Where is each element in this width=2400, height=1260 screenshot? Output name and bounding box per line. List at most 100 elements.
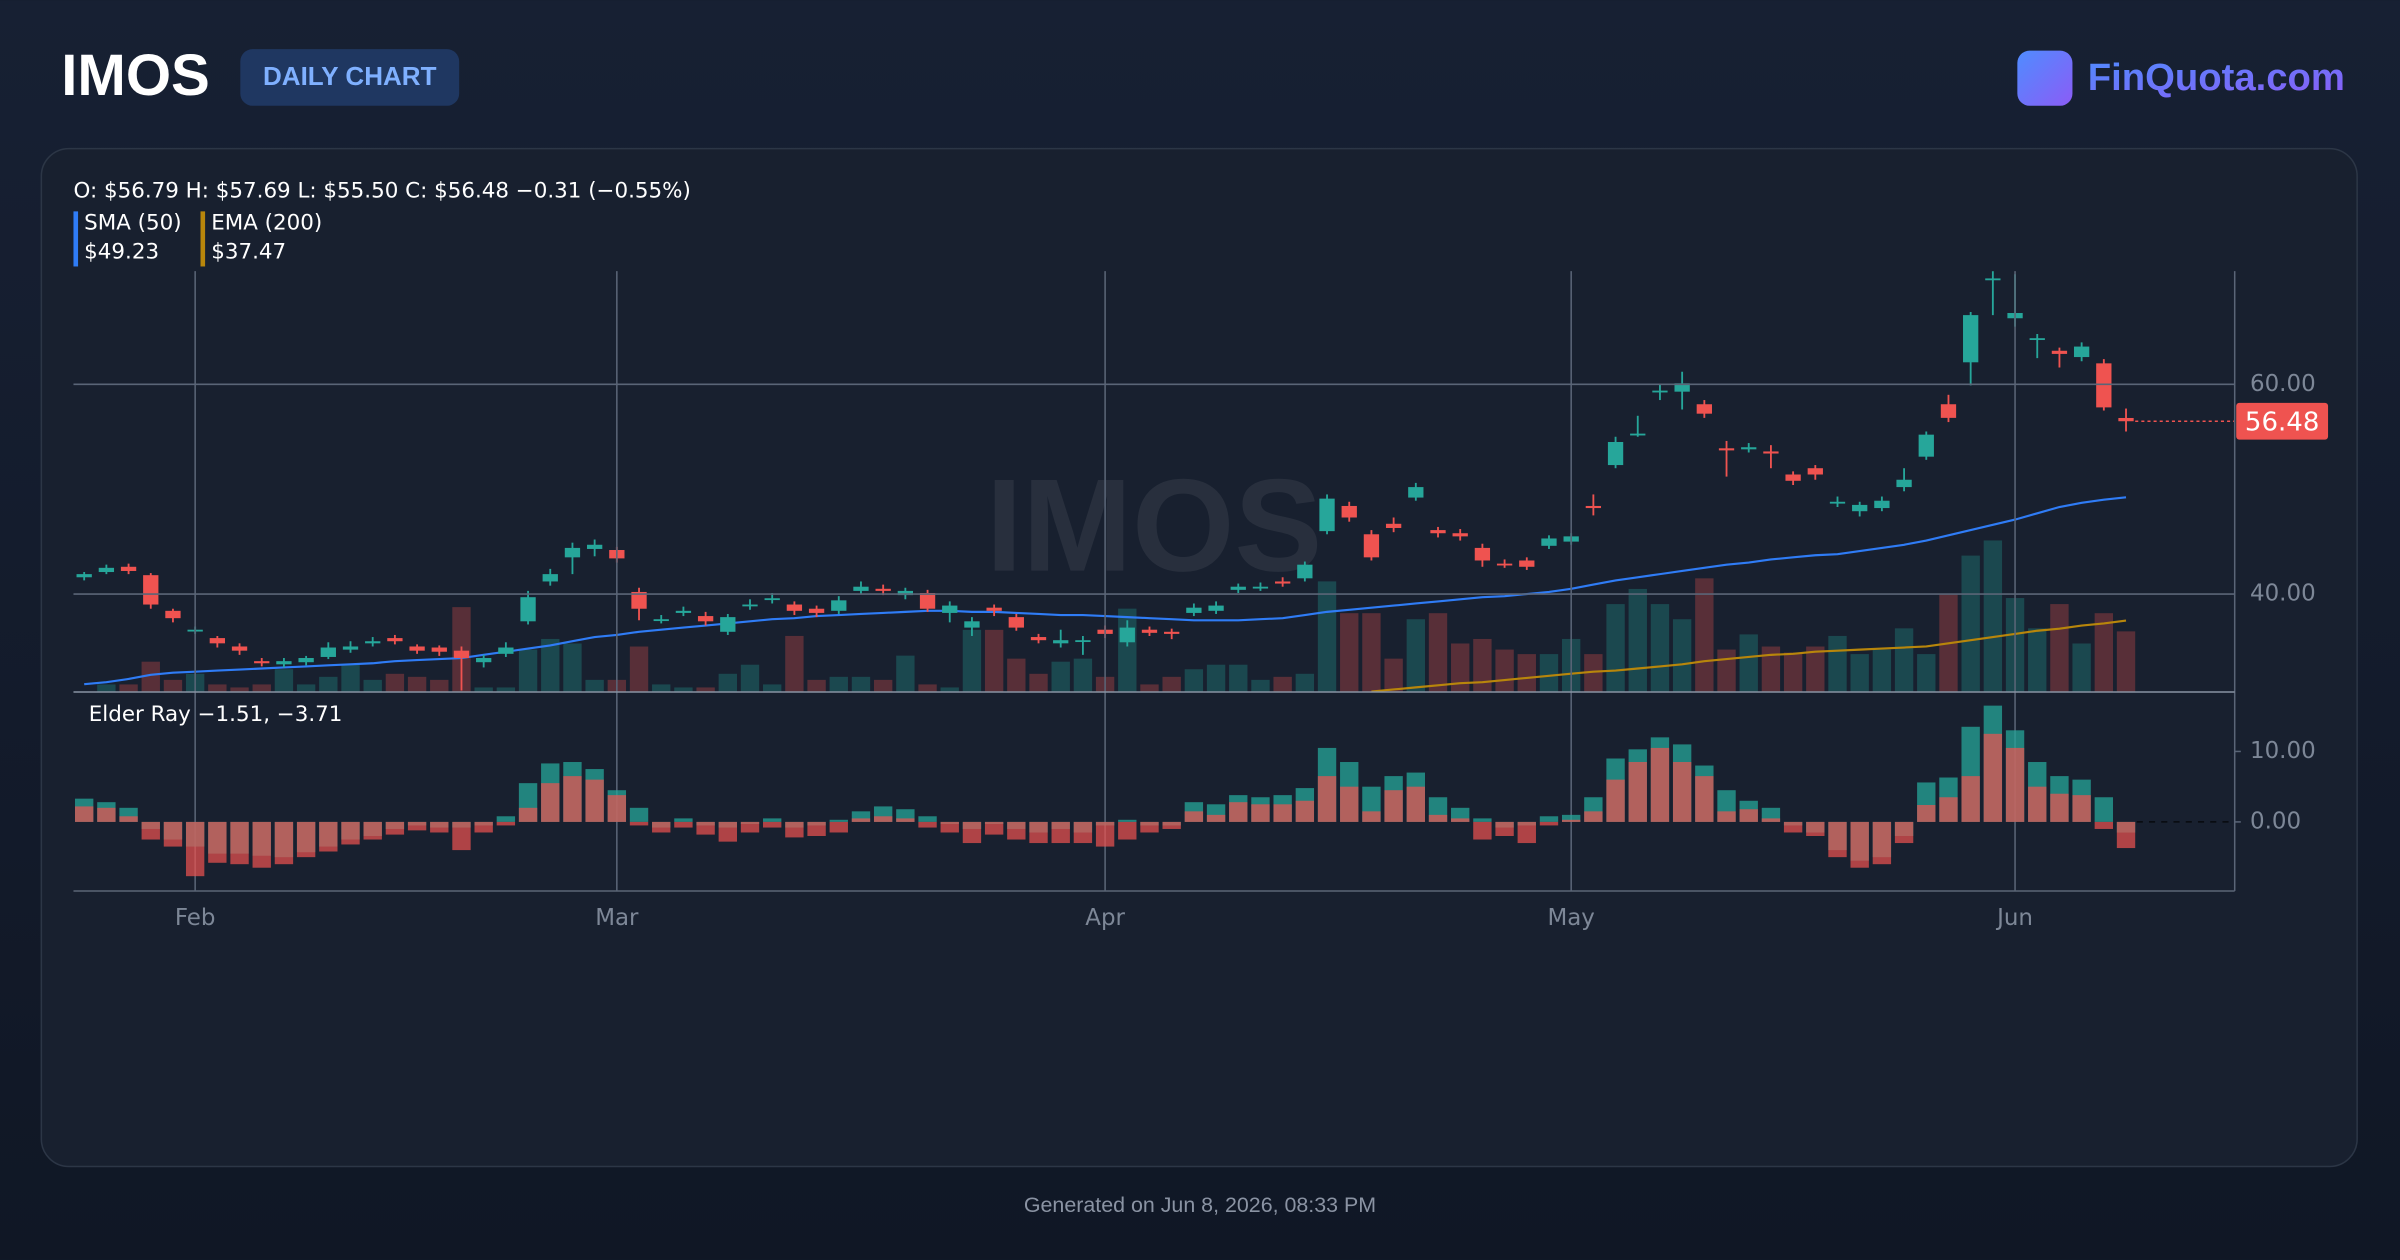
elder-bar <box>563 776 582 822</box>
candle-body <box>2073 346 2090 358</box>
volume-bar <box>2094 613 2114 692</box>
candle-body <box>165 610 181 619</box>
candle-body <box>986 607 1002 611</box>
candle-body <box>1852 504 1868 512</box>
elder-bar <box>763 821 782 828</box>
elder-bar <box>230 821 249 865</box>
volume-bar <box>1451 643 1470 692</box>
x-tick-label: Apr <box>1085 905 1125 931</box>
elder-bar <box>319 821 338 852</box>
elder-bar <box>1406 786 1425 822</box>
candle-body <box>1874 500 1890 509</box>
candle-body <box>1763 451 1779 454</box>
elder-bar <box>496 816 516 822</box>
volume-bar <box>718 673 737 692</box>
candle-body <box>498 647 514 654</box>
candle-body <box>320 647 336 657</box>
volume-bar <box>1162 676 1181 692</box>
elder-bar <box>430 821 449 833</box>
elder-bar <box>185 821 205 877</box>
elder-bar <box>1007 821 1026 840</box>
elder-bar <box>1029 821 1048 844</box>
candle-body <box>1230 586 1246 590</box>
candle-body <box>742 604 758 607</box>
candle-body <box>1474 547 1491 561</box>
volume-bar <box>2028 628 2047 692</box>
elder-bar <box>629 821 649 826</box>
ohlc-label: O: $56.79 H: $57.69 L: $55.50 C: $56.48 … <box>73 178 690 203</box>
volume-bar <box>1672 619 1692 692</box>
y-tick-label: 0.00 <box>2250 808 2301 834</box>
elder-bar <box>873 816 893 822</box>
candle-body <box>1918 434 1934 457</box>
elder-bar <box>1783 821 1803 833</box>
elder-bar <box>2050 793 2069 822</box>
elder-bar <box>1894 821 1914 844</box>
volume-bar <box>274 669 294 692</box>
volume-bar <box>1606 604 1625 692</box>
candle-body <box>1164 631 1180 634</box>
candle-body <box>1718 448 1735 451</box>
volume-bar <box>1806 646 1825 692</box>
candle-body <box>1940 404 1957 418</box>
candle-body <box>1696 404 1712 414</box>
elder-bar <box>1695 776 1714 822</box>
candle-body <box>1607 441 1624 466</box>
candle-body <box>831 600 847 611</box>
candle-body <box>1275 581 1291 584</box>
elder-bar <box>629 807 649 822</box>
volume-bar <box>141 661 160 692</box>
brand: FinQuota.com <box>2088 56 2345 99</box>
candle-body <box>453 650 470 659</box>
volume-bar <box>1406 619 1425 692</box>
elder-bar <box>1872 821 1892 865</box>
candle-body <box>1585 505 1602 509</box>
candle-body <box>1319 498 1335 532</box>
candle-body <box>431 647 447 652</box>
candle-body <box>1186 607 1202 613</box>
volume-bar <box>674 687 693 692</box>
chart-card <box>40 147 2358 1168</box>
volume-bar <box>785 635 804 692</box>
elder-bar <box>851 811 871 822</box>
elder-bar <box>1118 821 1137 840</box>
elder-bar <box>1384 790 1403 822</box>
volume-bar <box>1184 669 1204 692</box>
elder-bar <box>1473 821 1492 840</box>
elder-bar <box>1983 733 2003 822</box>
volume-bar <box>1628 588 1647 692</box>
elder-bar <box>962 821 982 844</box>
volume-bar <box>1783 652 1803 692</box>
candle-body <box>1141 629 1158 633</box>
elder-bar <box>807 821 826 837</box>
elder-bar <box>1917 805 1936 822</box>
elder-bar <box>1206 814 1226 822</box>
elder-bar <box>1761 807 1781 822</box>
volume-bar <box>2050 604 2069 692</box>
volume-bar <box>984 629 1004 692</box>
elder-bar <box>896 818 915 822</box>
elder-bar <box>518 807 538 822</box>
candle-body <box>764 598 780 601</box>
elder-bar <box>2028 786 2047 822</box>
volume-bar <box>1650 604 1670 692</box>
candle-body <box>1519 560 1535 567</box>
volume-bar <box>1273 676 1292 692</box>
logo-icon <box>2017 50 2073 106</box>
volume-bar <box>1251 679 1270 692</box>
volume-bar <box>407 676 427 692</box>
volume-bar <box>1828 635 1847 692</box>
elder-bar <box>1295 800 1315 822</box>
candle-body <box>520 597 536 622</box>
elder-bar <box>1517 821 1536 844</box>
candle-body <box>1741 447 1757 450</box>
elder-bar <box>607 795 627 822</box>
elder-bar <box>1362 811 1381 822</box>
volume-bar <box>2116 631 2136 692</box>
elder-bar <box>1939 797 1958 822</box>
volume-bar <box>1961 555 1980 692</box>
volume-bar <box>1362 613 1381 692</box>
indicator-line <box>1371 619 2127 692</box>
candle-body <box>209 638 225 644</box>
